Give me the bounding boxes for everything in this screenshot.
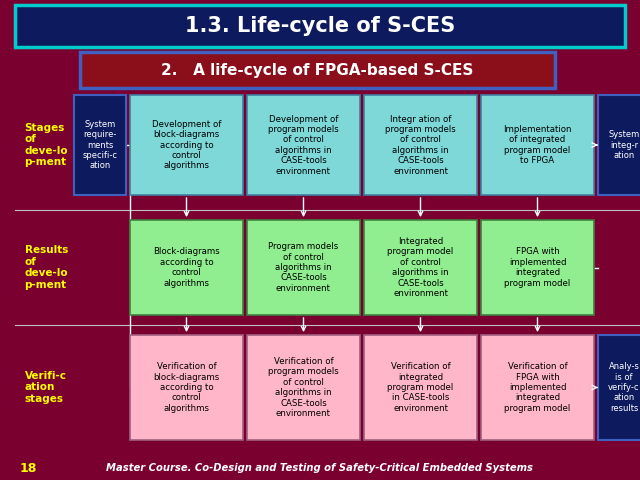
Text: System
require-
ments
specifi-c
ation: System require- ments specifi-c ation (83, 120, 118, 170)
Text: Verifi-c
ation
stages: Verifi-c ation stages (24, 371, 67, 404)
Text: Master Course. Co-Design and Testing of Safety-Critical Embedded Systems: Master Course. Co-Design and Testing of … (106, 463, 534, 473)
FancyBboxPatch shape (364, 95, 477, 195)
FancyBboxPatch shape (130, 335, 243, 440)
Text: Stages
of
deve-lo
p-ment: Stages of deve-lo p-ment (24, 122, 68, 168)
Text: Block-diagrams
according to
control
algorithms: Block-diagrams according to control algo… (153, 247, 220, 288)
FancyBboxPatch shape (598, 95, 640, 195)
FancyBboxPatch shape (364, 335, 477, 440)
Text: Program models
of control
algorithms in
CASE-tools
environment: Program models of control algorithms in … (268, 242, 339, 293)
Text: Verification of
program models
of control
algorithms in
CASE-tools
environment: Verification of program models of contro… (268, 357, 339, 418)
Text: Results
of
deve-lo
p-ment: Results of deve-lo p-ment (24, 245, 68, 290)
Text: System
integ-r
ation: System integ-r ation (609, 130, 639, 160)
Text: Verification of
block-diagrams
according to
control
algorithms: Verification of block-diagrams according… (154, 362, 220, 413)
Text: FPGA with
implemented
integrated
program model: FPGA with implemented integrated program… (504, 247, 571, 288)
Text: Development of
program models
of control
algorithms in
CASE-tools
environment: Development of program models of control… (268, 115, 339, 176)
FancyBboxPatch shape (247, 335, 360, 440)
Text: Development of
block-diagrams
according to
control
algorithms: Development of block-diagrams according … (152, 120, 221, 170)
FancyBboxPatch shape (481, 95, 594, 195)
Text: Analy-s
is of
verify-c
ation
results: Analy-s is of verify-c ation results (608, 362, 640, 413)
FancyBboxPatch shape (364, 220, 477, 315)
Text: 18: 18 (20, 461, 37, 475)
Text: 1.3. Life-cycle of S-CES: 1.3. Life-cycle of S-CES (185, 16, 455, 36)
FancyBboxPatch shape (598, 335, 640, 440)
FancyBboxPatch shape (247, 220, 360, 315)
FancyBboxPatch shape (247, 95, 360, 195)
FancyBboxPatch shape (15, 5, 625, 47)
Text: Verification of
integrated
program model
in CASE-tools
environment: Verification of integrated program model… (387, 362, 454, 413)
FancyBboxPatch shape (130, 95, 243, 195)
Text: Verification of
FPGA with
implemented
integrated
program model: Verification of FPGA with implemented in… (504, 362, 571, 413)
FancyBboxPatch shape (481, 335, 594, 440)
FancyBboxPatch shape (481, 220, 594, 315)
FancyBboxPatch shape (130, 220, 243, 315)
FancyBboxPatch shape (74, 95, 126, 195)
Text: Integrated
program model
of control
algorithms in
CASE-tools
environment: Integrated program model of control algo… (387, 237, 454, 298)
Text: Integr ation of
program models
of control
algorithms in
CASE-tools
environment: Integr ation of program models of contro… (385, 115, 456, 176)
Text: Implementation
of integrated
program model
to FPGA: Implementation of integrated program mod… (503, 125, 572, 165)
FancyBboxPatch shape (80, 52, 555, 88)
Text: 2.   A life-cycle of FPGA-based S-CES: 2. A life-cycle of FPGA-based S-CES (161, 62, 474, 77)
